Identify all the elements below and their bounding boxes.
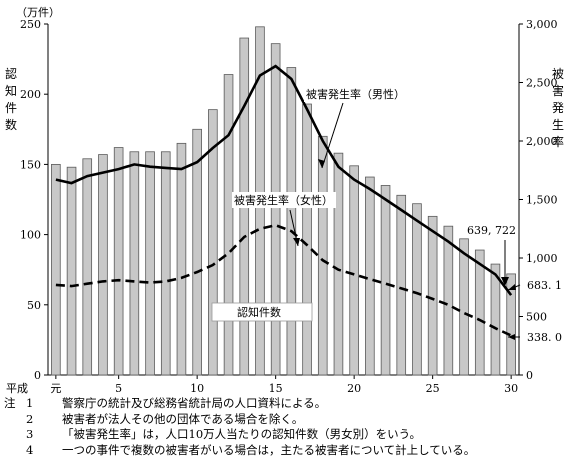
right-tick-label: 1,000 — [526, 252, 558, 265]
female-rate-line — [55, 223, 512, 337]
left-tick-label: 250 — [20, 18, 41, 31]
count-bar — [380, 185, 391, 376]
x-tick-label: 5 — [115, 382, 122, 395]
female-label-arrow — [293, 238, 300, 246]
right-axis-ticks: 0 500 1,000 1,500 2,000 2,500 3,000 — [519, 18, 558, 382]
count-bar — [208, 109, 218, 376]
right-tick-label: 500 — [526, 311, 547, 324]
count-bar — [412, 203, 422, 376]
note-item: 3 「被害発生率」は，人口10万人当たりの認知件数（男女別）をいう。 — [4, 427, 566, 443]
note-item: 2 被害者が法人その他の団体である場合を除く。 — [4, 412, 566, 428]
note-text: 一つの事件で複数の被害者がいる場合は，主たる被害者について計上している。 — [62, 442, 476, 457]
male-label-arrow — [318, 159, 325, 168]
left-tick-label: 0 — [34, 369, 41, 382]
note-text: 「被害発生率」は，人口10万人当たりの認知件数（男女別）をいう。 — [62, 427, 421, 441]
count-bar — [223, 74, 234, 376]
x-tick-label: 10 — [190, 382, 204, 395]
note-number: 4 — [26, 442, 34, 457]
count-label: 認知件数 — [237, 305, 281, 319]
count-bar — [129, 151, 140, 376]
right-tick-label: 3,000 — [526, 18, 558, 31]
male-label-bg — [304, 86, 407, 102]
right-axis-label: 被害発生率 — [552, 67, 564, 149]
male-rate-line — [55, 64, 513, 296]
last-count-label: 639, 722 — [467, 224, 516, 237]
female-label-bg — [232, 192, 336, 208]
count-bar — [145, 151, 155, 376]
last-female-arrow — [508, 334, 515, 340]
right-tick-label: 2,500 — [526, 77, 558, 90]
last-female-label: 338. 0 — [527, 331, 562, 344]
male-label-leader — [321, 102, 344, 169]
note-text: 被害者が法人その他の団体である場合を除く。 — [62, 411, 304, 426]
left-axis-label: 認知件数 — [5, 66, 17, 132]
note-text: 警察庁の統計及び総務省統計局の人口資料による。 — [62, 396, 327, 410]
female-rate-label: 被害発生率（女性） — [234, 193, 333, 207]
count-bar — [490, 263, 501, 376]
notes: 注 1 警察庁の統計及び総務省統計局の人口資料による。 2 被害者が法人その他の… — [4, 396, 566, 458]
right-tick-label: 2,000 — [526, 135, 558, 148]
right-tick-label: 1,500 — [526, 194, 558, 207]
count-bar — [192, 128, 202, 376]
count-bar — [396, 194, 407, 376]
count-label-box — [211, 302, 313, 322]
left-unit-label: （万件） — [16, 6, 60, 19]
x-tick-label: 20 — [347, 382, 361, 395]
count-bar — [459, 238, 469, 376]
count-bar — [333, 152, 344, 376]
count-bar — [98, 154, 108, 376]
left-tick-label: 150 — [20, 158, 41, 171]
count-bar — [365, 176, 375, 376]
count-bar — [286, 67, 297, 376]
count-bar — [51, 163, 61, 376]
last-male-arrow — [508, 284, 516, 290]
x-era-label: 平成 — [6, 382, 28, 395]
count-bar — [270, 43, 281, 376]
x-tick-label: 15 — [269, 382, 283, 395]
male-rate-label: 被害発生率（男性） — [306, 87, 405, 101]
left-axis-ticks: 0 50 100 150 200 250 — [20, 18, 48, 382]
count-bar — [66, 166, 77, 376]
count-bar — [474, 249, 485, 376]
count-bar — [160, 151, 171, 376]
right-tick-label: 0 — [526, 369, 533, 382]
count-bar — [176, 142, 187, 376]
note-number: 2 — [26, 411, 34, 426]
count-bar — [302, 103, 312, 376]
note-item: 4 一つの事件で複数の被害者がいる場合は，主たる被害者について計上している。 — [4, 443, 566, 459]
count-bar — [427, 215, 438, 376]
count-bar — [506, 273, 516, 376]
last-male-label: 683. 1 — [527, 279, 562, 292]
notes-heading: 注 — [4, 396, 16, 410]
x-axis-ticks: 元 5 10 15 20 25 30 — [50, 375, 518, 395]
x-tick-label: 25 — [426, 382, 440, 395]
crime-chart: 0 50 100 150 200 250 0 500 1,000 1,500 2,000 2,500… — [5, 6, 564, 395]
count-bar — [113, 147, 124, 376]
left-tick-label: 100 — [20, 229, 41, 242]
left-tick-label: 200 — [20, 88, 41, 101]
count-bar — [317, 135, 328, 376]
note-item: 注 1 警察庁の統計及び総務省統計局の人口資料による。 — [4, 396, 566, 412]
count-bar — [349, 165, 359, 376]
note-number: 3 — [26, 427, 34, 441]
x-tick-label: 30 — [504, 382, 518, 395]
left-tick-label: 50 — [27, 299, 41, 312]
count-bar — [82, 158, 93, 376]
note-number: 1 — [26, 396, 34, 410]
count-bar — [443, 225, 454, 376]
last-count-arrow — [501, 277, 509, 286]
x-tick-label: 元 — [50, 382, 61, 395]
